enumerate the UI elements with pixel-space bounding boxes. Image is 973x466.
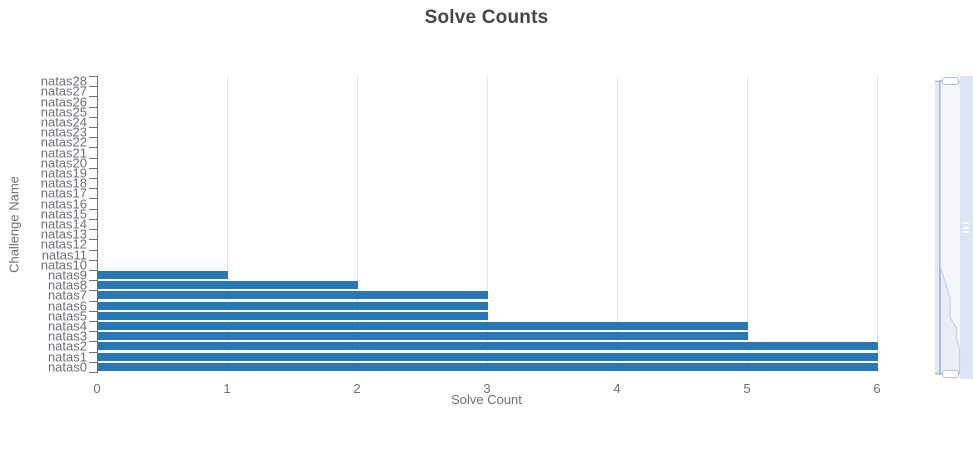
bar-natas5[interactable] [98,311,488,320]
y-axis-tick [89,86,97,88]
y-axis-tick [89,208,97,210]
y-tick-label: natas0 [47,359,87,375]
y-axis-tick [89,290,97,292]
y-axis-tick [89,229,97,231]
y-axis-tick [89,372,97,373]
y-tick-label: natas6 [47,298,87,314]
y-tick-label: natas23 [40,124,87,140]
y-tick-label: natas10 [40,257,87,273]
bar-natas4[interactable] [98,322,748,331]
y-tick-label: natas1 [47,349,87,365]
slider-data-shadow [939,81,961,373]
y-tick-label: natas12 [40,236,87,252]
bar-natas3[interactable] [98,332,748,341]
y-tick-label: natas11 [41,247,87,263]
y-axis-tick [89,106,97,108]
zoom-handle-top[interactable] [942,77,959,85]
gridline [877,76,878,372]
gridline [357,76,358,372]
y-tick-label: natas22 [40,134,87,150]
x-tick-label: 2 [353,381,361,396]
zoom-handle-bottom[interactable] [942,370,959,378]
x-tick-label: 3 [483,381,491,396]
x-tick-label: 4 [613,381,621,396]
bar-natas8[interactable] [98,281,358,290]
y-tick-label: natas8 [47,277,87,293]
y-axis-tick [89,259,97,261]
data-zoom-slider[interactable] [933,76,973,379]
y-axis-tick [89,96,97,98]
gridline [227,76,228,372]
y-tick-label: natas26 [40,94,87,110]
y-tick-label: natas7 [47,287,87,303]
y-axis-tick [89,178,97,180]
x-tick-label: 1 [223,381,231,396]
y-axis-tick [89,137,97,139]
bar-natas1[interactable] [98,352,878,361]
y-axis-tick [89,341,97,343]
y-tick-label: natas17 [40,185,87,201]
y-tick-label: natas13 [40,226,87,242]
bar-natas2[interactable] [98,342,878,351]
x-axis-title: Solve Count [451,392,522,407]
y-tick-label: natas19 [40,165,87,181]
y-tick-label: natas3 [47,328,87,344]
y-axis-tick [89,76,97,77]
y-axis-tick [89,147,97,149]
y-axis-tick [89,361,97,363]
y-tick-label: natas27 [40,83,87,99]
y-axis-tick [89,157,97,159]
y-axis-tick [89,310,97,312]
x-tick-label: 0 [93,381,101,396]
y-axis-tick [89,188,97,190]
y-axis-tick [89,127,97,129]
y-tick-label: natas25 [40,104,87,120]
x-tick-label: 6 [873,381,881,396]
y-axis-tick [89,249,97,251]
y-axis-tick [89,300,97,302]
y-axis-tick [89,351,97,353]
y-axis-tick [89,269,97,271]
bar-natas7[interactable] [98,291,488,300]
y-axis-tick [89,280,97,282]
y-tick-label: natas15 [40,206,87,222]
y-tick-label: natas5 [47,308,87,324]
gridline [487,76,488,372]
bar-natas0[interactable] [98,362,878,371]
y-tick-label: natas20 [40,155,87,171]
y-axis-line [97,76,98,373]
y-tick-label: natas16 [40,196,87,212]
y-tick-label: natas24 [40,114,87,130]
y-tick-label: natas18 [40,175,87,191]
gridline [617,76,618,372]
slider-track[interactable] [941,80,960,375]
y-tick-label: natas28 [40,73,87,89]
y-axis-tick [89,198,97,200]
y-tick-label: natas9 [47,267,87,283]
y-tick-label: natas4 [47,318,87,334]
y-axis-title: Challenge Name [6,176,22,273]
bar-natas9[interactable] [98,271,228,280]
slider-background-strip [935,80,939,375]
y-axis-tick [89,239,97,241]
y-axis-tick [89,116,97,118]
chart-title: Solve Counts [424,7,549,28]
y-tick-label: natas2 [47,338,87,354]
x-tick-label: 5 [743,381,751,396]
y-axis-tick [89,331,97,333]
y-axis-tick [89,218,97,220]
y-axis-tick [89,167,97,169]
y-axis-tick [89,320,97,322]
y-tick-label: natas21 [40,145,87,161]
gridline [747,76,748,372]
bar-natas6[interactable] [98,301,488,310]
y-tick-label: natas14 [40,216,87,232]
